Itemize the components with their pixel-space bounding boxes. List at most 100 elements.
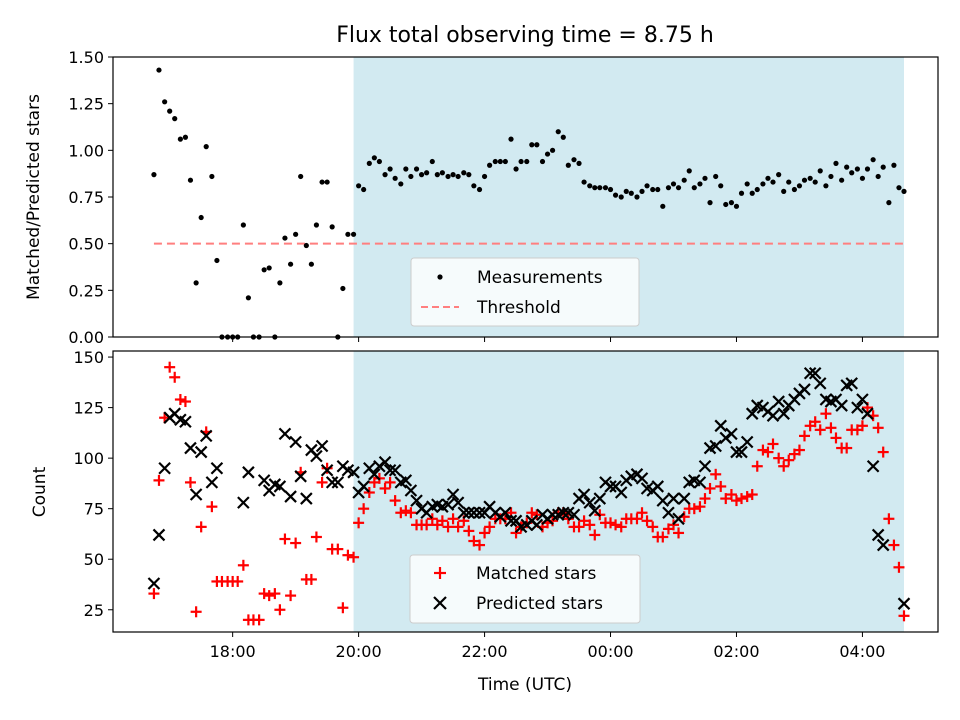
legend-matched-marker <box>434 567 446 579</box>
matched-point <box>384 476 396 488</box>
predicted-point <box>772 395 785 408</box>
matched-point <box>190 606 202 618</box>
measurement-point <box>660 203 666 209</box>
predicted-point <box>310 449 323 463</box>
predicted-point <box>388 463 402 477</box>
ratio-y-tick-label: 0.25 <box>68 281 104 300</box>
predicted-point <box>557 506 570 520</box>
measurement-point <box>172 116 178 122</box>
matched-point <box>174 394 186 406</box>
measurement-point <box>713 173 719 180</box>
measurement-point <box>581 179 587 185</box>
predicted-point <box>845 377 858 390</box>
matched-point <box>793 444 805 456</box>
measurement-point <box>187 177 194 183</box>
matched-point <box>631 513 643 525</box>
predicted-point <box>876 538 890 552</box>
measurement-point <box>151 172 157 178</box>
measurement-point <box>461 170 467 176</box>
matched-point <box>436 515 448 527</box>
measurement-point <box>828 173 834 180</box>
matched-point <box>442 521 454 533</box>
measurement-point <box>508 136 514 142</box>
legend-threshold-label: Threshold <box>476 298 561 318</box>
matched-point <box>720 493 732 505</box>
measurement-point <box>293 231 299 237</box>
measurement-point <box>313 222 320 228</box>
chart-title: Flux total observing time = 8.75 h <box>336 23 714 48</box>
measurement-point <box>776 172 782 178</box>
measurement-point <box>308 261 314 267</box>
measurement-point <box>644 183 650 189</box>
predicted-point <box>698 459 712 473</box>
measurement-point <box>408 173 414 180</box>
matched-point <box>426 513 438 525</box>
predicted-point <box>284 490 297 503</box>
measurement-point <box>476 186 483 193</box>
measurement-point <box>319 179 325 185</box>
matched-point <box>877 446 889 458</box>
predicted-point <box>289 435 302 449</box>
measurement-point <box>529 142 535 148</box>
predicted-point <box>147 577 161 590</box>
predicted-point <box>651 480 665 493</box>
matched-point <box>184 476 196 488</box>
measurement-point <box>156 67 162 73</box>
matched-point <box>736 493 748 505</box>
measurement-point <box>277 280 283 286</box>
predicted-point <box>205 476 219 489</box>
measurement-point <box>450 172 456 178</box>
matched-point <box>673 527 685 539</box>
predicted-point <box>441 498 455 511</box>
measurement-point <box>324 179 330 185</box>
predicted-point <box>593 492 607 505</box>
matched-point <box>169 371 181 383</box>
measurement-point <box>282 235 288 241</box>
measurement-point <box>329 224 335 230</box>
measurement-point <box>544 151 551 157</box>
matched-point <box>274 604 286 616</box>
count-panel-frame <box>112 350 939 633</box>
predicted-point <box>583 496 597 509</box>
measurement-point <box>864 166 871 172</box>
predicted-point <box>530 518 544 532</box>
ratio-y-tick-label: 1.00 <box>68 141 104 160</box>
predicted-point <box>237 496 250 509</box>
measurement-point <box>418 172 425 178</box>
measurement-point <box>549 147 556 153</box>
predicted-point <box>740 435 754 449</box>
measurement-point <box>896 185 902 191</box>
measurement-point <box>602 185 609 191</box>
matched-point <box>510 527 522 539</box>
matched-point <box>746 489 758 501</box>
measurement-point <box>702 175 708 181</box>
measurement-point <box>555 129 561 135</box>
count-y-tick-label: 125 <box>73 399 104 418</box>
matched-point <box>773 452 785 464</box>
predicted-point <box>777 407 790 420</box>
ratio-y-tick-label: 0.50 <box>68 235 104 254</box>
legend-measurements-label: Measurements <box>477 268 603 288</box>
matched-point <box>767 438 779 450</box>
matched-point <box>872 422 884 434</box>
matched-point <box>474 539 486 551</box>
count-y-tick-label: 150 <box>73 348 104 367</box>
measurement-point <box>749 190 755 196</box>
matched-point <box>531 509 543 521</box>
matched-point <box>757 444 769 456</box>
measurement-point <box>655 186 661 193</box>
measurement-point <box>738 190 745 196</box>
measurement-point <box>754 186 760 193</box>
matched-point <box>463 525 475 537</box>
predicted-point <box>383 463 397 477</box>
predicted-point <box>798 383 811 396</box>
measurement-point <box>733 203 740 209</box>
measurement-point <box>786 179 792 185</box>
predicted-point <box>504 514 518 528</box>
predicted-point <box>410 494 423 507</box>
matched-point <box>610 519 622 531</box>
predicted-point <box>897 597 911 610</box>
measurement-point <box>670 181 677 187</box>
measurement-point <box>723 201 729 208</box>
